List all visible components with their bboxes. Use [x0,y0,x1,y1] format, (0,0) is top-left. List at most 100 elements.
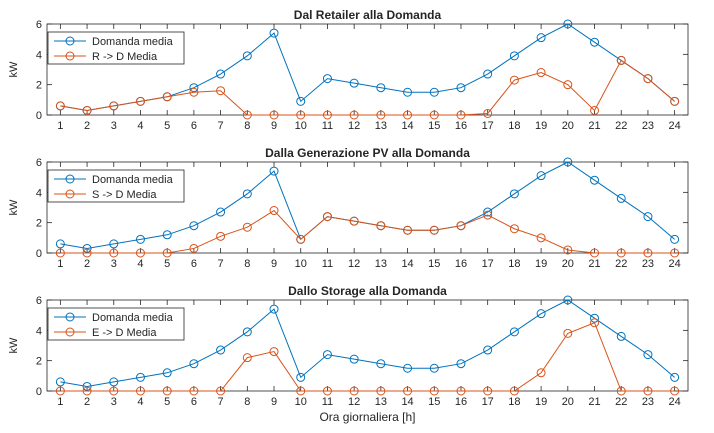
data-point [563,245,573,255]
data-point [322,74,332,84]
x-tick-label: 24 [669,396,681,408]
legend-label: Domanda media [92,174,174,186]
x-tick-label: 5 [164,120,170,132]
data-point [590,175,600,185]
x-tick-label: 10 [295,396,307,408]
x-tick-label: 23 [642,258,654,270]
x-tick-label: 11 [322,396,333,408]
data-point [322,212,332,222]
y-tick-label: 0 [36,248,42,260]
data-point [670,96,680,106]
x-axis-label: Ora giornaliera [h] [319,410,415,424]
data-point [109,248,119,258]
data-point [536,368,546,378]
x-tick-label: 1 [57,120,63,132]
data-point [269,347,279,357]
data-point [483,108,493,118]
data-point [216,69,226,79]
y-axis-label: kW [8,337,20,354]
data-point [643,350,653,360]
legend: Domanda media S -> D Media [47,169,185,203]
data-point [82,248,92,258]
data-point [590,313,600,323]
x-tick-label: 6 [191,258,197,270]
y-tick-label: 6 [36,19,42,31]
x-tick-label: 21 [588,120,600,132]
x-tick-label: 18 [508,120,520,132]
data-point [429,110,439,120]
legend-marker [65,51,75,61]
data-point [82,105,92,115]
data-point [643,386,653,396]
data-point [643,212,653,222]
x-tick-label: 12 [348,396,360,408]
data-point [162,230,172,240]
data-point [216,231,226,241]
data-point [616,248,626,258]
x-tick-label: 1 [57,258,63,270]
data-point [242,353,252,363]
data-point [242,189,252,199]
legend-label: E -> D Media [92,327,157,339]
data-point [643,74,653,84]
x-tick-label: 11 [322,258,333,270]
data-point [216,345,226,355]
data-point [269,304,279,314]
data-point [322,386,332,396]
data-point [563,157,573,167]
data-point [349,78,359,88]
x-tick-label: 2 [84,258,90,270]
x-tick-label: 2 [84,396,90,408]
data-point [643,248,653,258]
x-tick-label: 22 [615,258,627,270]
data-point [536,68,546,78]
data-point [189,83,199,93]
x-tick-label: 17 [482,120,494,132]
data-point [135,372,145,382]
data-point [296,386,306,396]
data-point [563,19,573,29]
series-2 [55,55,680,120]
series-line [60,59,675,116]
data-point [216,386,226,396]
x-tick-label: 17 [482,258,494,270]
chart-title: Dalla Generazione PV alla Domanda [265,146,470,160]
data-point [189,386,199,396]
x-tick-label: 9 [271,396,277,408]
y-tick-label: 2 [36,218,42,230]
data-point [189,221,199,231]
legend: Domanda media R -> D Media [47,31,185,65]
legend-marker [65,36,75,46]
series-line [60,299,675,387]
data-point [82,243,92,253]
data-point [376,221,386,231]
data-point [189,87,199,97]
x-tick-label: 21 [588,258,600,270]
data-point [82,386,92,396]
data-point [189,243,199,253]
y-tick-label: 6 [36,157,42,169]
data-point [563,80,573,90]
data-point [296,234,306,244]
y-tick-label: 2 [36,356,42,368]
x-tick-label: 8 [244,258,250,270]
y-tick-label: 0 [36,386,42,398]
data-point [670,386,680,396]
data-point [109,239,119,249]
x-tick-label: 3 [111,396,117,408]
x-tick-label: 18 [508,396,520,408]
x-tick-label: 16 [455,258,467,270]
data-point [242,327,252,337]
data-point [509,386,519,396]
data-point [509,75,519,85]
data-point [242,222,252,232]
data-point [109,377,119,387]
x-tick-label: 6 [191,120,197,132]
x-tick-label: 7 [218,258,224,270]
data-point [269,206,279,216]
x-tick-label: 8 [244,396,250,408]
x-tick-label: 20 [562,258,574,270]
data-point [135,234,145,244]
data-point [162,368,172,378]
data-point [216,86,226,96]
